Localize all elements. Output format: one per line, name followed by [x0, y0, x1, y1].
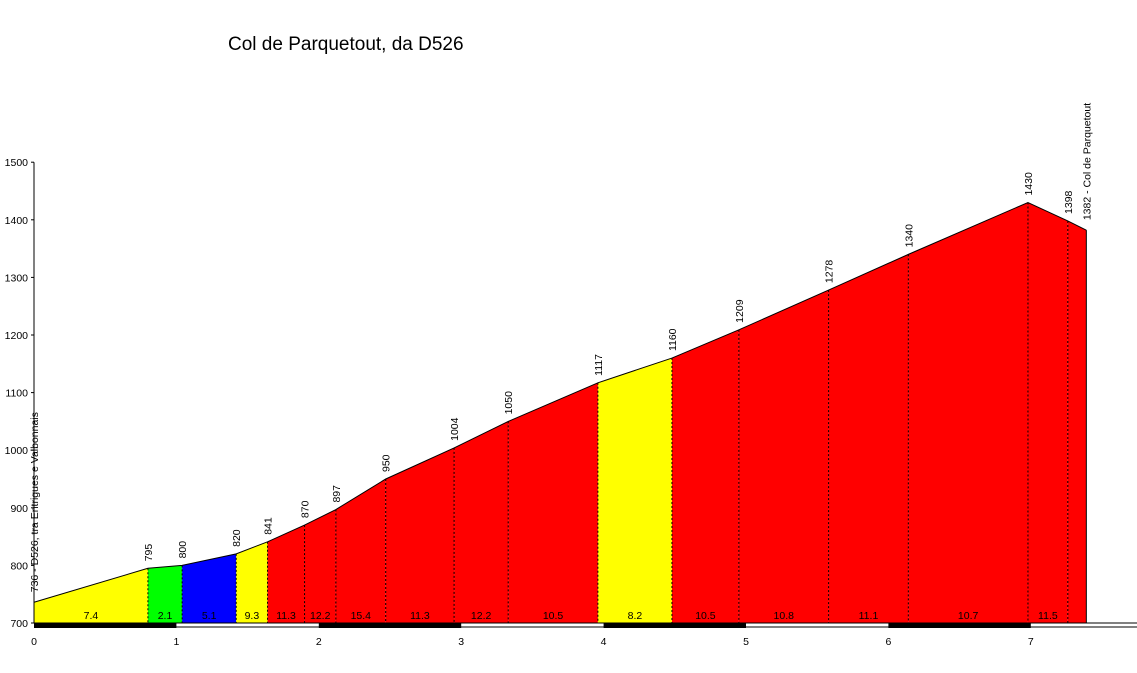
segment-fills — [34, 202, 1087, 624]
elevation-label: 1209 — [734, 299, 746, 323]
elevation-label: 1050 — [503, 391, 515, 415]
elevation-label: 897 — [331, 485, 343, 503]
km-band-bar — [603, 623, 746, 628]
x-tick-label: 7 — [1028, 636, 1034, 648]
elevation-label: 841 — [263, 517, 275, 535]
segment-fill — [385, 447, 455, 623]
grade-label: 11.3 — [276, 610, 296, 622]
elevation-label: 1004 — [449, 417, 461, 441]
grade-label: 11.5 — [1038, 610, 1058, 622]
x-tick-label: 1 — [173, 636, 179, 648]
segment-fill — [908, 202, 1028, 623]
grade-label: 5.1 — [202, 610, 217, 622]
segment-fill — [1067, 220, 1087, 623]
grade-label: 15.4 — [351, 610, 372, 622]
y-tick-label: 1100 — [5, 388, 28, 400]
y-axis-ticks: 700 800 900 1000 1100 1200 1300 1400 1500 — [5, 157, 34, 630]
x-tick-label: 6 — [885, 636, 891, 648]
grade-label: 10.8 — [774, 610, 795, 622]
grade-label: 7.4 — [84, 610, 99, 622]
segment-fill — [182, 553, 237, 623]
y-tick-label: 700 — [10, 618, 28, 630]
x-tick-label: 0 — [31, 636, 37, 648]
elevation-label: 736 - D526, tra Entrigues e Valbonnais — [29, 412, 41, 592]
elevation-label: 1278 — [824, 260, 836, 284]
grade-label: 8.2 — [628, 610, 643, 622]
km-band-bar — [34, 623, 177, 628]
elevation-label: 820 — [231, 529, 243, 547]
segment-fill — [304, 509, 336, 623]
elevation-label: 1430 — [1023, 172, 1035, 196]
chart-title: Col de Parquetout, da D526 — [228, 34, 464, 55]
segment-dividers — [147, 202, 1069, 623]
grade-label: 9.3 — [245, 610, 260, 622]
km-band-bar — [318, 623, 462, 628]
grade-labels: 7.4 2.1 5.1 9.3 11.3 12.2 15.4 11.3 12.2 10.5 8.2 1… — [84, 610, 1058, 622]
grade-label: 10.5 — [695, 610, 716, 622]
y-tick-label: 1400 — [5, 215, 29, 227]
segment-fill — [597, 358, 672, 623]
elevation-labels: 736 - D526, tra Entrigues e Valbonnais 79… — [29, 103, 1093, 593]
grade-label: 11.1 — [859, 610, 879, 622]
elevation-label: 800 — [177, 541, 189, 559]
y-tick-label: 800 — [10, 560, 28, 572]
grade-label: 11.3 — [410, 610, 430, 622]
segment-fill — [454, 421, 509, 623]
elevation-label: 795 — [143, 544, 155, 562]
y-tick-label: 900 — [10, 503, 28, 515]
grade-label: 12.2 — [310, 610, 331, 622]
segment-fill — [335, 479, 386, 623]
grade-label: 10.7 — [958, 610, 979, 622]
km-band-bar — [888, 623, 1031, 628]
elevation-label: 1160 — [667, 328, 679, 351]
elevation-label: 870 — [300, 500, 312, 518]
x-tick-label: 4 — [601, 636, 607, 648]
x-tick-label: 3 — [458, 636, 464, 648]
profile-line — [33, 201, 1087, 603]
grade-label: 2.1 — [158, 610, 173, 622]
elevation-label: 1117 — [593, 354, 605, 376]
y-tick-label: 1000 — [5, 445, 29, 457]
segment-fill — [34, 568, 148, 623]
segment-fill — [671, 329, 739, 623]
elevation-label: 1398 — [1063, 190, 1075, 214]
elevation-label: 950 — [381, 454, 393, 472]
y-tick-label: 1300 — [5, 272, 29, 284]
segment-fill — [147, 565, 183, 623]
elevation-label: 1382 - Col de Parquetout — [1081, 103, 1093, 220]
grade-label: 10.5 — [543, 610, 564, 622]
x-tick-label: 2 — [316, 636, 322, 648]
x-tick-label: 5 — [743, 636, 749, 648]
grade-label: 12.2 — [471, 610, 492, 622]
y-tick-label: 1500 — [5, 157, 29, 169]
profile-outline — [33, 201, 1087, 623]
segment-fill — [828, 254, 909, 624]
elevation-label: 1340 — [903, 224, 915, 248]
x-axis-ticks: 0 1 2 3 4 5 6 7 — [31, 636, 1034, 648]
segment-fill — [267, 525, 305, 623]
y-tick-label: 1200 — [5, 330, 29, 342]
segment-fill — [1027, 202, 1068, 623]
segment-fill — [738, 290, 829, 623]
segment-fill — [236, 541, 268, 623]
segment-fill — [508, 382, 598, 623]
